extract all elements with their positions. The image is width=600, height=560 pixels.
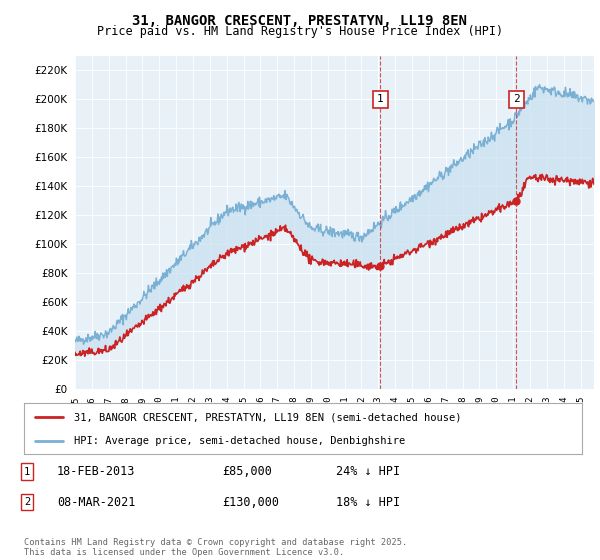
- Text: 1: 1: [377, 95, 384, 105]
- Text: Contains HM Land Registry data © Crown copyright and database right 2025.
This d: Contains HM Land Registry data © Crown c…: [24, 538, 407, 557]
- Text: 24% ↓ HPI: 24% ↓ HPI: [336, 465, 400, 478]
- Text: HPI: Average price, semi-detached house, Denbighshire: HPI: Average price, semi-detached house,…: [74, 436, 406, 446]
- Text: 2: 2: [513, 95, 520, 105]
- Text: 08-MAR-2021: 08-MAR-2021: [57, 496, 136, 509]
- Text: 1: 1: [24, 466, 30, 477]
- Text: 2: 2: [24, 497, 30, 507]
- Text: £130,000: £130,000: [222, 496, 279, 509]
- Text: 18% ↓ HPI: 18% ↓ HPI: [336, 496, 400, 509]
- Text: £85,000: £85,000: [222, 465, 272, 478]
- Text: 31, BANGOR CRESCENT, PRESTATYN, LL19 8EN (semi-detached house): 31, BANGOR CRESCENT, PRESTATYN, LL19 8EN…: [74, 412, 462, 422]
- Text: 18-FEB-2013: 18-FEB-2013: [57, 465, 136, 478]
- Text: 31, BANGOR CRESCENT, PRESTATYN, LL19 8EN: 31, BANGOR CRESCENT, PRESTATYN, LL19 8EN: [133, 14, 467, 28]
- Text: Price paid vs. HM Land Registry's House Price Index (HPI): Price paid vs. HM Land Registry's House …: [97, 25, 503, 38]
